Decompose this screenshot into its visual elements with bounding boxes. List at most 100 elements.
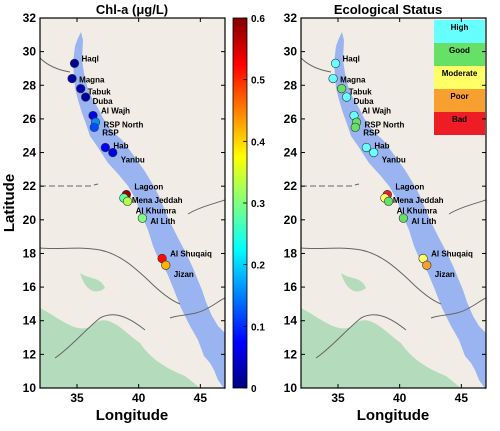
site-marker bbox=[328, 73, 338, 84]
site-label: Al Khumra bbox=[397, 206, 438, 215]
site-label: Duba bbox=[93, 97, 114, 106]
site-label: RSP North bbox=[104, 120, 144, 129]
site-marker bbox=[89, 122, 99, 132]
colorbar-tick-label: 0.6 bbox=[251, 14, 265, 25]
site-marker bbox=[369, 147, 379, 158]
y-tick-label: 24 bbox=[284, 146, 298, 160]
right-panel-title: Ecological Status bbox=[334, 2, 442, 17]
site-marker bbox=[69, 58, 80, 69]
colorbar-tick-label: 0.4 bbox=[251, 137, 265, 148]
legend-swatch bbox=[434, 66, 485, 89]
site-label: RSP North bbox=[365, 120, 405, 129]
x-tick-label: 35 bbox=[70, 391, 84, 405]
y-tick-label: 28 bbox=[23, 78, 37, 92]
legend-swatch bbox=[434, 89, 485, 112]
y-tick-label: 32 bbox=[23, 11, 37, 25]
site-label: Jizan bbox=[174, 270, 194, 279]
legend-label: Moderate bbox=[442, 69, 478, 78]
site-label: Al Shuqaiq bbox=[170, 250, 212, 259]
x-axis-label-right: Longitude bbox=[357, 407, 429, 424]
y-tick-label: 22 bbox=[284, 179, 298, 193]
colorbar-tick-label: 0 bbox=[251, 384, 257, 395]
site-label: Al Lith bbox=[411, 217, 436, 226]
site-label: Al Khumra bbox=[136, 206, 177, 215]
site-marker bbox=[330, 58, 341, 69]
site-label: Mena Jeddah bbox=[132, 196, 183, 205]
site-marker bbox=[383, 196, 394, 206]
y-tick-label: 26 bbox=[284, 112, 298, 126]
site-label: RSP bbox=[363, 128, 380, 137]
site-label: Duba bbox=[354, 97, 375, 106]
y-tick-label: 32 bbox=[284, 11, 298, 25]
site-marker bbox=[161, 260, 171, 270]
left-panel-title: Chl-a (μg/L) bbox=[96, 2, 168, 17]
x-tick-label: 40 bbox=[393, 391, 407, 405]
site-label: Al Shuqaiq bbox=[431, 250, 473, 259]
legend-swatch bbox=[434, 112, 485, 135]
site-label: Al Wajh bbox=[101, 107, 130, 116]
site-marker bbox=[422, 260, 432, 270]
status-legend: High Good Moderate Poor Bad bbox=[434, 20, 485, 135]
site-label: Hab bbox=[374, 142, 389, 151]
site-label: Yanbu bbox=[382, 156, 406, 165]
site-marker bbox=[67, 73, 77, 84]
site-label: Magna bbox=[79, 76, 105, 85]
x-tick-label: 40 bbox=[132, 391, 146, 405]
site-marker bbox=[342, 92, 352, 102]
y-tick-label: 12 bbox=[284, 347, 298, 361]
legend-label: Bad bbox=[452, 115, 467, 124]
site-label: Yanbu bbox=[121, 156, 145, 165]
site-label: Haql bbox=[82, 54, 99, 63]
site-label: RSP bbox=[102, 128, 119, 137]
site-marker bbox=[337, 84, 347, 94]
site-marker bbox=[100, 142, 110, 153]
colorbar-tick-label: 0.5 bbox=[251, 76, 265, 87]
legend-label: High bbox=[451, 23, 469, 32]
site-marker bbox=[350, 122, 360, 132]
legend-swatch bbox=[434, 20, 485, 43]
y-tick-label: 24 bbox=[23, 146, 37, 160]
site-marker bbox=[398, 213, 408, 223]
x-tick-label: 45 bbox=[194, 391, 208, 405]
y-tick-label: 30 bbox=[23, 45, 37, 59]
colorbar: 0 0.1 0.2 0.3 0.4 0.5 0.6 bbox=[232, 14, 265, 395]
site-label: Al Wajh bbox=[362, 107, 391, 116]
site-label: Al Lith bbox=[150, 217, 175, 226]
legend-label: Good bbox=[449, 46, 470, 55]
site-marker bbox=[108, 147, 118, 158]
site-label: Tabuk bbox=[88, 88, 112, 97]
site-marker bbox=[76, 84, 86, 94]
x-axis-label-left: Longitude bbox=[96, 407, 168, 424]
y-axis-label: Latitude bbox=[1, 174, 18, 232]
site-label: Mena Jeddah bbox=[393, 196, 444, 205]
y-tick-label: 18 bbox=[284, 246, 298, 260]
site-label: Tabuk bbox=[349, 88, 373, 97]
y-tick-label: 20 bbox=[284, 213, 298, 227]
colorbar-tick-label: 0.2 bbox=[251, 261, 265, 272]
y-tick-label: 20 bbox=[23, 213, 37, 227]
site-label: Jizan bbox=[435, 270, 455, 279]
colorbar-tick-label: 0.3 bbox=[251, 199, 265, 210]
y-tick-label: 16 bbox=[23, 280, 37, 294]
site-marker bbox=[137, 213, 147, 223]
site-label: Lagoon bbox=[395, 183, 424, 192]
site-label: Haql bbox=[343, 54, 360, 63]
site-marker bbox=[81, 92, 91, 102]
legend-label: Poor bbox=[450, 92, 468, 101]
site-marker bbox=[122, 196, 133, 206]
y-tick-label: 16 bbox=[284, 280, 298, 294]
colorbar-tick-label: 0.1 bbox=[251, 322, 265, 333]
y-tick-label: 14 bbox=[23, 314, 37, 328]
site-label: Lagoon bbox=[134, 183, 163, 192]
y-tick-label: 14 bbox=[284, 314, 298, 328]
y-tick-label: 26 bbox=[23, 112, 37, 126]
y-tick-label: 18 bbox=[23, 246, 37, 260]
x-tick-label: 35 bbox=[331, 391, 345, 405]
y-tick-label: 10 bbox=[23, 381, 37, 395]
x-tick-label: 45 bbox=[455, 391, 469, 405]
site-label: Hab bbox=[113, 142, 128, 151]
y-tick-label: 28 bbox=[284, 78, 298, 92]
